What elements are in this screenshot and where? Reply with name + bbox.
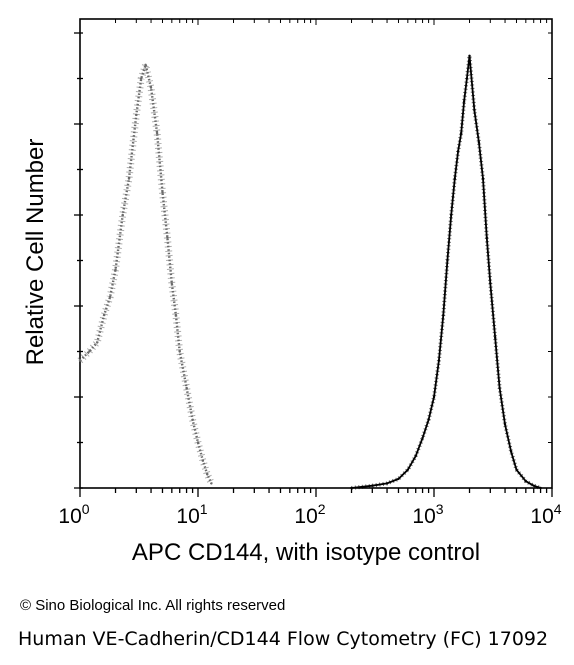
histogram-point [462,100,466,103]
histogram-point [135,113,138,117]
histogram-point [210,482,213,485]
histogram-point [108,295,112,299]
x-tick-exponent: 1 [200,501,208,517]
flow-cytometry-histogram: 100 101 102 103 104 APC CD144, with isotype … [22,18,562,566]
x-tick-exponent: 4 [554,501,562,517]
histogram-point [144,63,147,66]
histogram-point [170,282,173,285]
histogram-point [201,459,205,462]
histogram-point [185,386,188,390]
histogram-point [437,359,441,362]
figure-caption: Human VE-Cadherin/CD144 Flow Cytometry (… [18,628,549,650]
histogram-point [414,454,417,458]
histogram-point [524,480,527,483]
histogram-point [121,213,124,217]
isotype-control-histogram [79,63,213,484]
cd144-antibody-histogram-noise [351,53,542,490]
histogram-point [174,313,178,317]
x-tick-label: 100 [58,501,89,528]
histogram-point [406,468,409,471]
histogram-point [509,450,513,453]
histogram-point [155,131,159,135]
histogram-point [166,236,169,239]
copyright-notice: © Sino Biological Inc. All rights reserv… [20,597,286,614]
histogram-point [140,77,143,80]
histogram-point [96,341,99,344]
histogram-point [494,336,497,340]
histogram-point [442,313,445,317]
x-tick-exponent: 0 [82,501,90,517]
histogram-point [178,350,181,353]
histogram-point [539,486,542,490]
x-tick-label: 103 [412,501,443,528]
histogram-point [498,386,501,390]
histogram-point [206,473,209,476]
histogram-point [385,482,389,485]
x-tick-exponent: 2 [318,501,326,517]
histogram-point [453,177,456,180]
histogram-point [88,350,91,353]
x-tick-base: 10 [530,505,553,528]
histogram-point [503,423,507,426]
histogram-point [397,477,400,481]
histogram-point [515,468,518,471]
histogram-point [421,436,424,440]
histogram-point [432,395,436,399]
x-tick-base: 10 [176,505,199,528]
histogram-point [468,54,471,57]
histogram-point [460,131,463,135]
histogram-point [465,77,469,80]
x-tick-base: 10 [294,505,317,528]
cd144-antibody-histogram [351,54,541,489]
x-tick-label: 104 [530,501,561,528]
histogram-point [481,177,485,180]
y-axis-title: Relative Cell Number [22,139,49,366]
y-axis-ticks [74,32,552,489]
x-axis-tick-labels: 100 101 102 103 104 [58,501,561,528]
histogram-point [161,191,164,194]
histogram-point [489,282,492,285]
x-axis-title: APC CD144, with isotype control [132,539,480,566]
histogram-point [149,86,153,89]
x-tick-base: 10 [412,505,435,528]
x-tick-base: 10 [58,505,81,528]
histogram-point [371,484,374,487]
histogram-point [127,177,131,180]
histogram-point [427,418,430,421]
histogram-point [102,313,106,317]
x-tick-label: 102 [294,501,325,528]
histogram-point [114,268,117,271]
histogram-point [532,484,535,487]
histogram-point [450,213,453,217]
histogram-point [485,236,488,239]
histogram-point [477,141,481,144]
x-tick-exponent: 3 [436,501,444,517]
histogram-point [350,486,353,490]
histogram-point [191,418,194,421]
histogram-point [456,150,460,153]
histogram-point [473,109,476,112]
isotype-control-histogram-noise [77,61,215,485]
histogram-point [196,441,200,444]
series-layer [77,53,542,490]
x-tick-label: 101 [176,501,207,528]
x-axis-ticks [79,19,553,497]
histogram-point [78,359,82,362]
histogram-point [446,259,449,262]
